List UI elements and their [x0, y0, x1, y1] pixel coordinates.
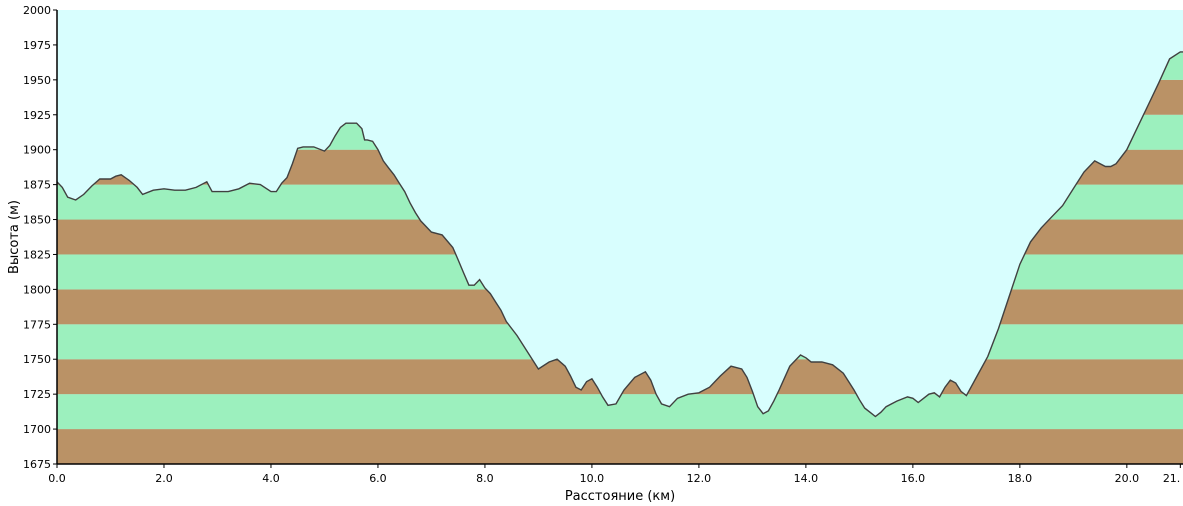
y-tick-label: 1750 — [23, 353, 51, 366]
x-tick-label: 2.0 — [155, 472, 173, 485]
x-tick-label: 16.0 — [901, 472, 926, 485]
y-tick-label: 1850 — [23, 214, 51, 227]
y-tick-label: 1800 — [23, 283, 51, 296]
y-tick-label: 1875 — [23, 179, 51, 192]
x-axis-ticks: 0.0 2.0 4.0 6.0 8.0 10.0 12.0 14.0 16.0 18.0 20.0 2… — [48, 464, 1181, 485]
elevation-band — [57, 394, 1183, 430]
x-tick-label: 4.0 — [262, 472, 280, 485]
y-tick-label: 1975 — [23, 39, 51, 52]
x-tick-label: 14.0 — [794, 472, 819, 485]
sky-area — [57, 10, 1183, 417]
y-tick-label: 1700 — [23, 423, 51, 436]
y-tick-label: 1725 — [23, 388, 51, 401]
x-tick-label: 6.0 — [369, 472, 387, 485]
y-tick-label: 1825 — [23, 248, 51, 261]
y-tick-label: 2000 — [23, 4, 51, 17]
elevation-band — [57, 429, 1183, 464]
y-tick-label: 1950 — [23, 74, 51, 87]
y-axis-title: Высота (м) — [7, 200, 22, 274]
y-tick-label: 1775 — [23, 318, 51, 331]
profile-line — [56, 51, 1183, 418]
x-tick-label: 0.0 — [48, 472, 66, 485]
x-tick-label: 20.0 — [1115, 472, 1140, 485]
x-tick-label: 8.0 — [476, 472, 494, 485]
x-axis-title: Расстояние (км) — [565, 489, 675, 504]
x-tick-label: 21. — [1163, 472, 1181, 485]
y-tick-label: 1675 — [23, 458, 51, 471]
y-axis-ticks: 1675 1700 1725 1750 1775 1800 1825 1850 1875 1900… — [23, 4, 57, 471]
x-tick-label: 12.0 — [687, 472, 712, 485]
x-tick-label: 18.0 — [1008, 472, 1033, 485]
x-tick-label: 10.0 — [580, 472, 605, 485]
y-tick-label: 1900 — [23, 144, 51, 157]
y-tick-label: 1925 — [23, 109, 51, 122]
